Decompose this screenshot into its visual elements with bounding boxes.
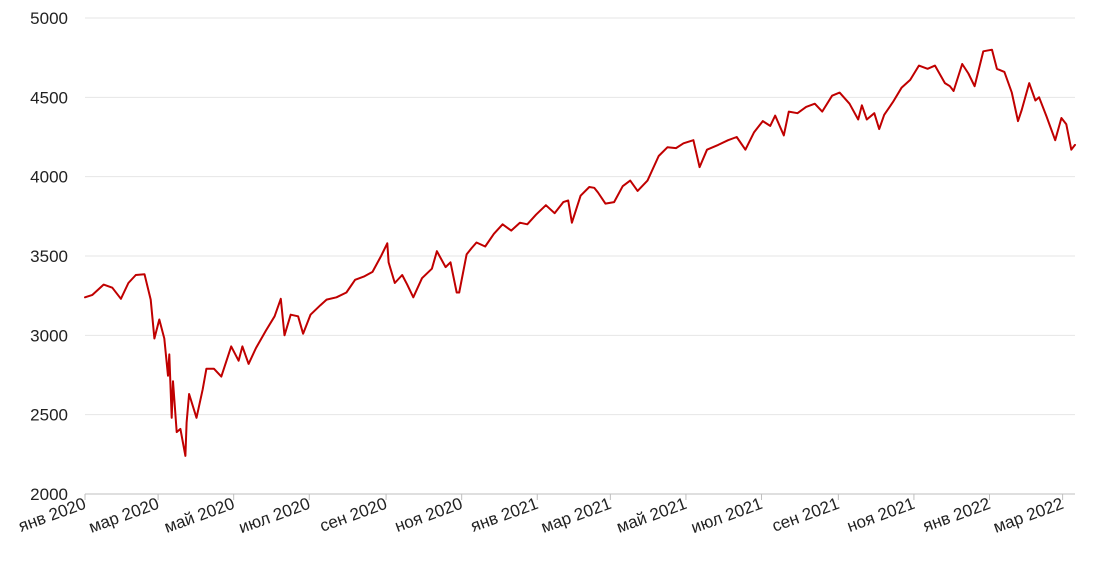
y-tick-label: 3500: [30, 247, 68, 266]
y-axis-tick-labels: 2000 2500 3000 3500 4000 4500 5000: [30, 9, 68, 504]
x-tick-label: янв 2021: [468, 494, 540, 536]
x-tick-label: июл 2021: [689, 494, 765, 537]
grid-lines: [85, 17, 1075, 416]
x-tick-label: май 2021: [614, 494, 689, 537]
x-tick-label: мар 2021: [538, 494, 613, 537]
x-tick-label: ноя 2021: [844, 494, 917, 536]
x-tick-label: май 2020: [162, 494, 237, 537]
x-tick-label: июл 2020: [236, 494, 312, 537]
x-tick-label: мар 2020: [86, 494, 161, 537]
x-tick-label: ноя 2020: [392, 494, 465, 536]
x-tick-label: сен 2020: [317, 494, 389, 536]
y-tick-label: 4500: [30, 88, 68, 107]
y-tick-label: 5000: [30, 9, 68, 28]
x-tick-label: янв 2022: [920, 494, 992, 536]
y-tick-label: 2500: [30, 406, 68, 425]
x-tick-label: мар 2022: [991, 494, 1066, 537]
x-tick-label: сен 2021: [770, 494, 842, 536]
y-tick-label: 3000: [30, 326, 68, 345]
y-tick-label: 4000: [30, 168, 68, 187]
y-tick-label: 2000: [30, 485, 68, 504]
series-layer: [84, 48, 1076, 457]
series-line: [84, 48, 1076, 457]
